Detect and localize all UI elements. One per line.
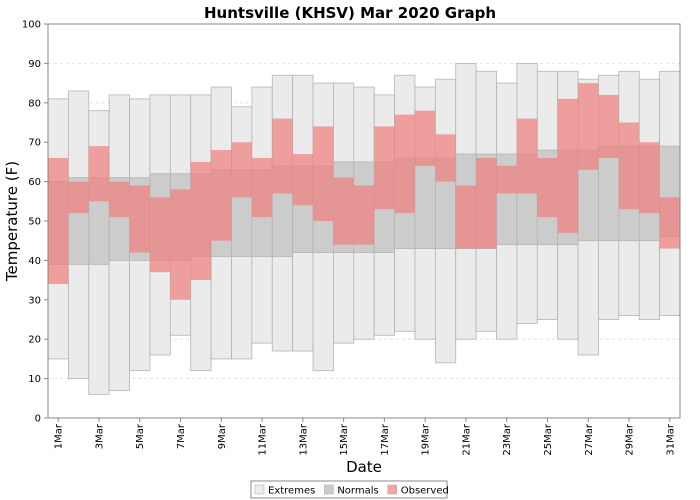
observed-bar-13Mar <box>292 154 314 206</box>
observed-bar-10Mar <box>231 142 252 198</box>
normals-bar-19Mar <box>414 157 436 249</box>
legend-label-normals: Normals <box>337 486 378 497</box>
y-axis-ticks: 0 10 20 30 40 50 60 70 80 90 100 <box>22 20 48 425</box>
x-tick-label-8: 17Mar <box>380 423 391 455</box>
observed-bar-17Mar <box>374 126 395 210</box>
x-tick-label-9: 19Mar <box>421 423 432 455</box>
observed-bar-23Mar <box>496 165 517 194</box>
observed-bar-6Mar <box>149 197 171 273</box>
observed-bar-25Mar <box>537 157 558 218</box>
y-tick-label-3: 30 <box>28 295 41 306</box>
observed-bar-3Mar <box>88 146 110 202</box>
y-tick-label-6: 60 <box>28 177 41 188</box>
legend-label-observed: Observed <box>401 486 449 497</box>
chart-title: Huntsville (KHSV) Mar 2020 Graph <box>204 4 496 22</box>
x-tick-label-14: 29Mar <box>625 423 636 455</box>
y-tick-label-7: 70 <box>28 138 41 149</box>
y-tick-label-9: 90 <box>28 59 41 70</box>
observed-bar-31Mar <box>659 197 680 249</box>
x-tick-label-1: 3Mar <box>94 423 105 449</box>
observed-bar-28Mar <box>598 94 619 158</box>
observed-bar-1Mar <box>48 157 69 285</box>
y-tick-label-0: 0 <box>35 414 41 425</box>
observed-bar-18Mar <box>394 114 415 214</box>
x-tick-label-7: 15Mar <box>339 423 350 455</box>
y-tick-label-4: 40 <box>28 256 41 267</box>
observed-bar-2Mar <box>68 181 89 214</box>
observed-bar-9Mar <box>211 150 232 241</box>
observed-bar-27Mar <box>578 83 599 170</box>
observed-bar-11Mar <box>251 157 273 218</box>
x-tick-label-11: 23Mar <box>502 423 513 455</box>
observed-bar-7Mar <box>170 189 191 300</box>
y-tick-label-10: 100 <box>22 20 41 31</box>
y-tick-label-8: 80 <box>28 98 41 109</box>
observed-bar-29Mar <box>618 122 640 210</box>
observed-bar-14Mar <box>313 126 334 221</box>
observed-bar-22Mar <box>476 157 497 249</box>
observed-bar-5Mar <box>129 185 150 253</box>
x-tick-label-15: 31Mar <box>665 423 676 455</box>
x-axis-label: Date <box>346 458 382 476</box>
x-axis-ticks: 1Mar 3Mar 5Mar 7Mar 9Mar 11Mar 13Mar 15Mar 17Mar… <box>54 418 676 456</box>
normals-bar-28Mar <box>598 145 620 242</box>
observed-series <box>48 83 680 300</box>
legend-label-extremes: Extremes <box>268 486 315 497</box>
observed-bar-15Mar <box>333 177 354 245</box>
x-tick-label-12: 25Mar <box>543 423 554 455</box>
x-tick-label-3: 7Mar <box>176 423 187 449</box>
observed-bar-4Mar <box>109 181 130 218</box>
observed-bar-30Mar <box>639 142 660 214</box>
y-tick-label-2: 20 <box>28 335 41 346</box>
observed-bar-16Mar <box>353 185 375 245</box>
x-tick-label-13: 27Mar <box>584 423 595 455</box>
x-tick-label-5: 11Mar <box>258 423 269 455</box>
x-tick-label-6: 13Mar <box>298 423 309 455</box>
observed-bar-8Mar <box>190 161 212 281</box>
observed-bar-24Mar <box>516 118 538 194</box>
x-tick-label-2: 5Mar <box>135 423 146 449</box>
observed-bar-21Mar <box>455 185 477 249</box>
legend-swatch-observed <box>387 484 398 495</box>
observed-bar-26Mar <box>557 98 579 233</box>
x-tick-label-4: 9Mar <box>217 423 228 449</box>
observed-bar-12Mar <box>272 118 293 194</box>
observed-bar-20Mar <box>435 134 456 182</box>
y-axis-label: Temperature (F) <box>3 161 21 282</box>
y-tick-label-5: 50 <box>28 217 41 228</box>
x-tick-label-10: 21Mar <box>461 423 472 455</box>
legend-box <box>250 480 448 499</box>
legend: Extremes Normals Observed <box>250 480 449 499</box>
x-tick-label-0: 1Mar <box>54 423 65 449</box>
legend-swatch-normals <box>324 484 334 495</box>
y-tick-label-1: 10 <box>28 374 41 385</box>
legend-swatch-extremes <box>254 484 265 495</box>
observed-bar-19Mar <box>414 110 436 166</box>
